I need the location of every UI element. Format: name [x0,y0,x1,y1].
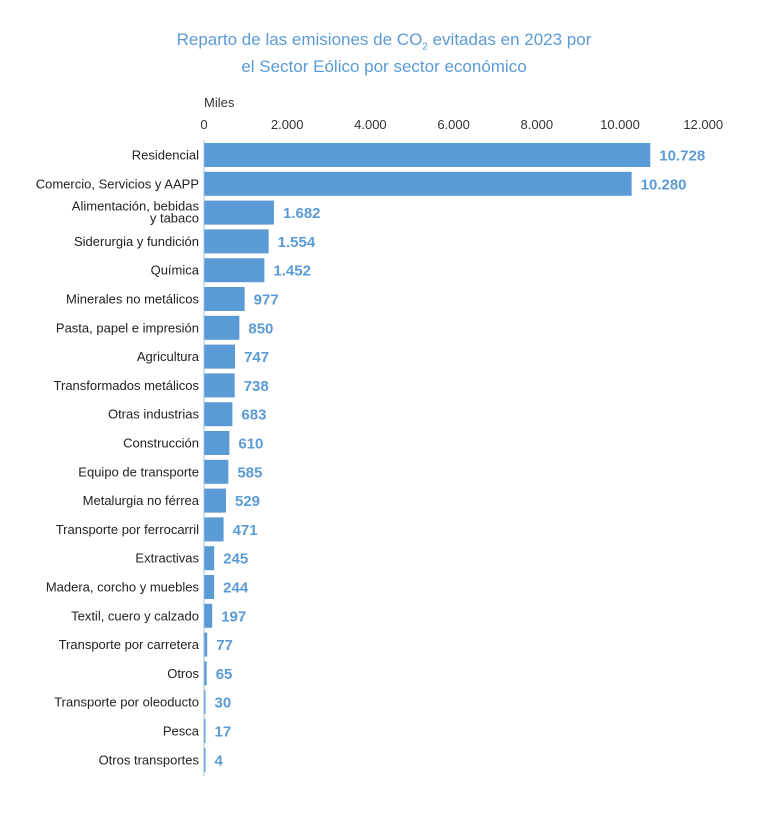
data-label: 1.682 [283,205,321,222]
data-label: 244 [223,580,249,597]
bar [204,431,230,455]
data-label: 65 [216,666,233,683]
data-label: 747 [244,349,269,366]
category-label: Agricultura [137,349,200,364]
x-tick-label: 6.000 [437,117,470,132]
data-label: 1.554 [278,234,316,251]
data-label: 10.728 [659,148,705,165]
data-label: 610 [238,436,263,453]
category-label: Metalurgia no férrea [83,493,200,508]
category-label: y tabaco [150,211,199,226]
category-label: Transformados metálicos [54,378,200,393]
chart-title: Reparto de las emisiones de CO2 evitadas… [0,30,768,77]
title-text: Reparto de las emisiones de CO [176,30,423,49]
category-label: Textil, cuero y calzado [71,608,199,623]
category-label: Otros transportes [99,752,200,767]
bar [204,373,235,398]
category-label: Pasta, papel e impresión [56,320,199,335]
category-label: Transporte por ferrocarril [56,522,199,537]
data-label: 1.452 [273,263,311,280]
category-label: Extractivas [135,551,199,566]
data-label: 850 [248,320,273,337]
data-label: 30 [215,695,232,712]
bar [204,661,207,686]
bar [204,344,236,369]
category-label: Residencial [132,148,199,163]
x-tick-label: 8.000 [521,117,554,132]
data-label: 471 [233,522,258,539]
bar [204,575,215,599]
data-label: 585 [237,464,262,481]
data-label: 977 [254,292,279,309]
category-label: Comercio, Servicios y AAPP [36,176,199,191]
bar [204,719,206,743]
bar [204,747,206,772]
data-label: 683 [241,407,266,424]
x-tick-label: 2.000 [271,117,304,132]
x-tick-label: 12.000 [683,117,723,132]
x-tick-label: 0 [200,117,207,132]
data-label: 738 [244,378,269,395]
bar [204,603,213,628]
category-label: Madera, corcho y muebles [46,580,200,595]
category-label: Pesca [163,724,200,739]
bar [204,171,632,196]
data-label: 17 [215,724,232,741]
data-label: 10.280 [641,176,687,193]
category-label: Construcción [123,436,199,451]
bar [204,546,215,571]
bar [204,402,233,427]
data-label: 529 [235,493,260,510]
category-label: Química [151,263,200,278]
category-label: Otras industrias [108,407,200,422]
category-label: Transporte por oleoducto [54,695,199,710]
bar [204,200,274,225]
bar [204,632,208,657]
x-axis-label: Miles [204,95,235,110]
category-label: Siderurgia y fundición [74,234,199,249]
title-subscript: 2 [422,41,428,53]
title-text-2: evitadas en 2023 por [427,30,592,49]
category-label: Equipo de transporte [78,464,199,479]
bar [204,258,265,283]
x-tick-label: 10.000 [600,117,640,132]
x-tick-label: 4.000 [354,117,387,132]
bar [204,488,227,513]
bar [204,229,269,254]
category-label: Transporte por carretera [59,637,200,652]
title-line-2: el Sector Eólico por sector económico [241,57,527,77]
category-label: Alimentación, bebidas [72,199,200,214]
category-label: Minerales no metálicos [66,292,199,307]
data-label: 245 [223,551,248,568]
bar [204,517,224,542]
data-label: 197 [221,608,246,625]
data-label: 77 [216,637,233,654]
bar [204,459,229,484]
bar [204,690,206,715]
bar [204,315,240,340]
data-label: 4 [215,752,224,769]
bar [204,287,245,311]
bar [204,143,651,167]
category-label: Otros [167,666,199,681]
